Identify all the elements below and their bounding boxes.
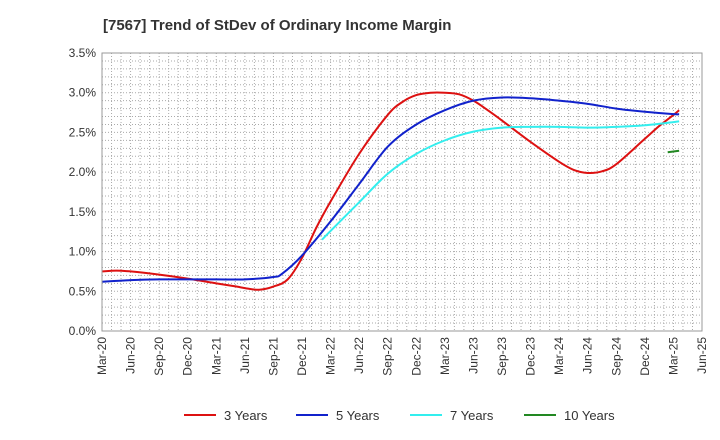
x-tick-label: Mar-23 xyxy=(438,337,452,375)
series-lines xyxy=(101,91,680,291)
x-tick-label: Dec-21 xyxy=(295,337,309,376)
x-tick-label: Dec-22 xyxy=(409,337,423,376)
x-tick-label: Mar-25 xyxy=(666,337,680,375)
x-tick-label: Sep-22 xyxy=(381,337,395,376)
y-tick-label: 0.0% xyxy=(69,324,97,338)
y-tick-label: 3.0% xyxy=(69,86,97,100)
x-tick-label: Sep-24 xyxy=(609,337,623,376)
y-tick-label: 2.0% xyxy=(69,165,97,179)
chart-title: [7567] Trend of StDev of Ordinary Income… xyxy=(103,17,451,34)
x-tick-label: Dec-23 xyxy=(524,337,538,376)
legend: 3 Years 5 Years 7 Years 10 Years xyxy=(184,408,615,423)
x-tick-label: Mar-20 xyxy=(95,337,109,375)
legend-label-7-years: 7 Years xyxy=(450,408,494,423)
grid xyxy=(101,52,703,332)
x-tick-label: Dec-20 xyxy=(181,337,195,376)
legend-label-3-years: 3 Years xyxy=(224,408,268,423)
x-tick-label: Dec-24 xyxy=(638,337,652,376)
x-tick-label: Jun-25 xyxy=(695,337,709,374)
x-tick-label: Sep-20 xyxy=(152,337,166,376)
x-tick-label: Jun-23 xyxy=(466,337,480,374)
x-tick-label: Jun-21 xyxy=(238,337,252,374)
x-tick-label: Jun-22 xyxy=(352,337,366,374)
y-tick-label: 2.5% xyxy=(69,125,97,139)
y-tick-label: 1.0% xyxy=(69,245,97,259)
x-tick-label: Mar-21 xyxy=(209,337,223,375)
legend-label-10-years: 10 Years xyxy=(564,408,615,423)
x-tick-label: Jun-24 xyxy=(581,337,595,374)
series-line-7-years xyxy=(321,120,680,241)
y-tick-label: 3.5% xyxy=(69,46,97,60)
legend-label-5-years: 5 Years xyxy=(336,408,380,423)
x-tick-label: Sep-23 xyxy=(495,337,509,376)
x-tick-label: Jun-20 xyxy=(124,337,138,374)
y-tick-label: 1.5% xyxy=(69,205,97,219)
x-tick-label: Mar-22 xyxy=(324,337,338,375)
x-axis: Mar-20 Jun-20 Sep-20 Dec-20 Mar-21 Jun-21 Sep-… xyxy=(95,337,709,376)
series-line-3-years xyxy=(101,91,680,291)
series-line-5-years xyxy=(101,96,680,283)
series-line-10-years xyxy=(667,149,680,154)
x-tick-label: Sep-21 xyxy=(266,337,280,376)
y-tick-label: 0.5% xyxy=(69,284,97,298)
plot-frame xyxy=(101,52,703,332)
x-tick-label: Mar-24 xyxy=(552,337,566,375)
y-axis: 0.0% 0.5% 1.0% 1.5% 2.0% 2.5% 3.0% 3.5% xyxy=(69,46,97,338)
